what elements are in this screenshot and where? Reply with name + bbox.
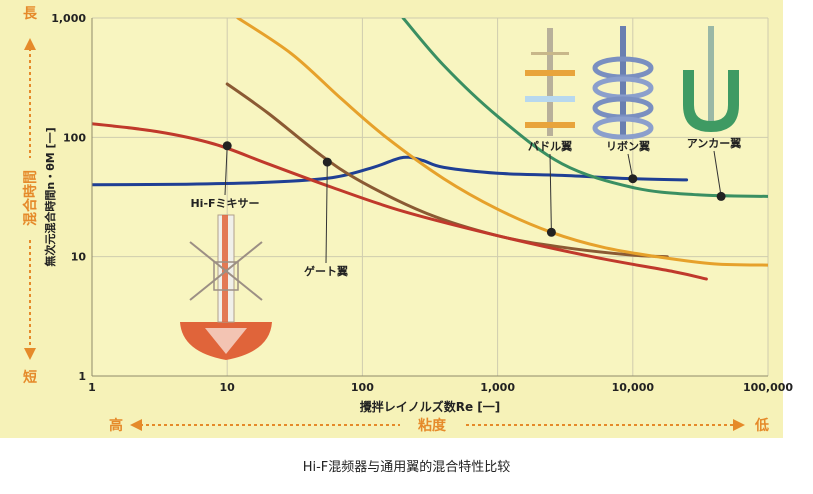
callout-dot: [628, 174, 638, 184]
series-layer: [92, 18, 768, 281]
callout-dot: [716, 191, 726, 201]
x-tick-label: 100: [351, 381, 374, 394]
callout-dot: [322, 157, 332, 167]
bottom-axis-title: 粘度: [418, 417, 447, 434]
bottom-axis-left: 高: [109, 417, 123, 434]
series-line-5: [401, 18, 768, 198]
x-tick-label: 1,000: [480, 381, 515, 394]
left-axis-arrow: 長 混合時間 短: [22, 6, 39, 386]
figure-caption: Hi-F混频器与通用翼的混合特性比较: [302, 460, 511, 475]
y-tick-label: 10: [71, 251, 87, 264]
callout-leader: [713, 150, 722, 197]
series-line-2: [225, 82, 669, 259]
paddle-impeller-icon: [525, 28, 575, 136]
ribbon-impeller-icon: [592, 26, 654, 140]
callout-label: パドル翼: [528, 140, 572, 153]
callout-leader: [224, 145, 228, 196]
series-line-4: [92, 122, 708, 281]
callout-label: ゲート翼: [304, 264, 348, 278]
y-tick-label: 100: [63, 131, 86, 144]
callout-leader: [549, 153, 552, 233]
hi-f-mixer-impeller-icon: [180, 214, 272, 360]
callout-leader: [325, 162, 328, 264]
x-axis-title: 攪拌レイノルズ数Re [一]: [360, 399, 501, 414]
y-axis-title: 無次元混合時間n・θM [一]: [43, 127, 57, 266]
callout-dot: [222, 141, 232, 151]
y-tick-label: 1,000: [51, 12, 86, 25]
bottom-axis-arrow: 高 粘度 低: [109, 417, 769, 434]
left-axis-top: 長: [23, 6, 38, 22]
y-tick-label: 1: [78, 370, 86, 383]
callout-label: アンカー翼: [687, 137, 742, 150]
bottom-axis-right: 低: [754, 417, 769, 434]
left-axis-title: 混合時間: [22, 170, 39, 226]
anchor-impeller-icon: [683, 26, 739, 132]
callout-dot: [546, 227, 556, 237]
series-line-3: [236, 18, 768, 267]
tick-labels: 1 10 100 1,000 10,000 100,000 1 10 100 1,000: [51, 12, 793, 394]
callout-label: Hi-Fミキサー: [190, 197, 259, 210]
x-tick-label: 100,000: [743, 381, 793, 394]
series-line-1: [92, 155, 689, 187]
left-axis-bottom: 短: [23, 369, 37, 386]
callout-label: リボン翼: [606, 139, 650, 153]
plot-area: [92, 18, 768, 376]
x-tick-label: 10,000: [612, 381, 655, 394]
x-tick-label: 10: [220, 381, 236, 394]
x-tick-label: 1: [88, 381, 96, 394]
